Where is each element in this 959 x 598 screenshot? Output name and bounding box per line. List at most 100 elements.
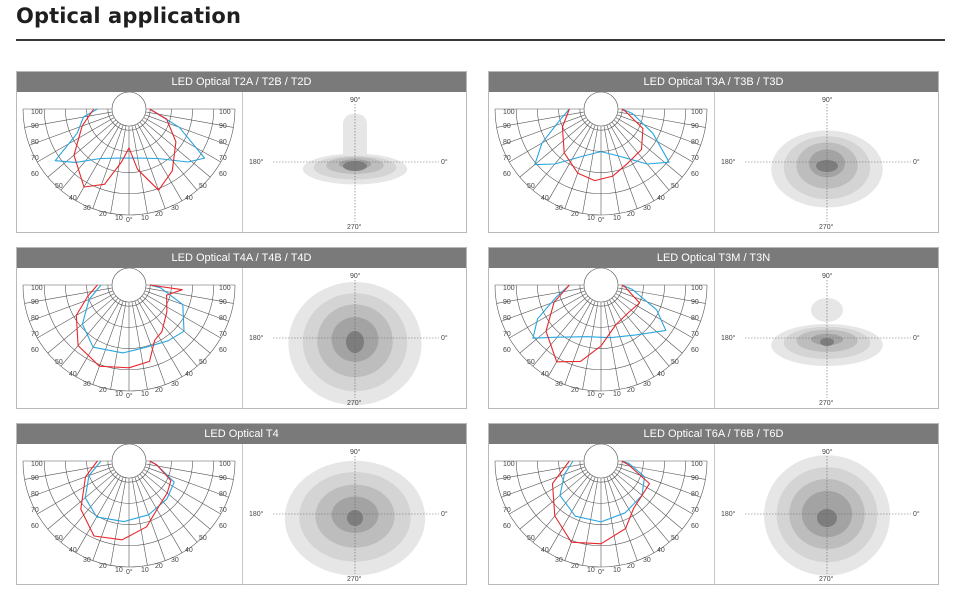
polar-tick-label-left: 100	[31, 285, 43, 292]
polar-center-circle	[583, 268, 619, 303]
polar-radial	[137, 299, 183, 377]
isolux-label-left: 180°	[249, 510, 264, 518]
polar-tick-label-right: 10	[141, 215, 149, 222]
polar-radial	[617, 111, 706, 128]
polar-tick-label-left: 70	[503, 331, 511, 338]
polar-tick-label-left: 10	[587, 567, 595, 574]
panel-title: LED Optical T3M / T3N	[489, 248, 938, 268]
polar-tick-label-right: 30	[643, 205, 651, 212]
polar-tick-label-right: 50	[199, 535, 207, 542]
polar-radial	[603, 477, 620, 566]
polar-radial	[131, 125, 148, 214]
isolux-label-top: 90°	[822, 272, 833, 280]
panel-t2: LED Optical T2A / T2B / T2D 100 100 90 90 80…	[16, 71, 467, 233]
polar-radial	[616, 114, 701, 146]
polar-tick-label-right: 20	[155, 211, 163, 218]
polar-radial	[603, 301, 620, 390]
panel-divider	[242, 444, 243, 585]
polar-radial	[134, 124, 166, 209]
candela-curve-red	[545, 284, 641, 363]
isolux-core	[343, 161, 367, 171]
polar-tick-label-right: 80	[691, 315, 699, 322]
polar-tick-label-left: 90	[503, 475, 511, 482]
polar-tick-label-right: 30	[171, 381, 179, 388]
polar-radial	[547, 299, 593, 377]
isolux-diagram: 90° 180° 0° 270°	[249, 272, 448, 407]
polar-radial	[29, 290, 114, 322]
polar-tick-label-right: 20	[155, 563, 163, 570]
isolux-label-top: 90°	[822, 96, 833, 104]
isolux-label-top: 90°	[350, 272, 361, 280]
panel-divider	[714, 268, 715, 409]
polar-tick-label-right: 60	[219, 347, 227, 354]
polar-radial	[532, 121, 591, 191]
polar-tick-label-left: 60	[31, 347, 39, 354]
polar-tick-label-left: 30	[83, 557, 91, 564]
polar-radial	[582, 477, 599, 566]
polar-tick-label-right: 70	[691, 155, 699, 162]
polar-tick-label-left: 40	[69, 371, 77, 378]
polar-tick-label-left: 50	[527, 535, 535, 542]
polar-radial	[547, 475, 593, 553]
polar-tick-label-left: 20	[571, 563, 579, 570]
panel-t3: LED Optical T3A / T3B / T3D 100 100 90 90 80…	[488, 71, 939, 233]
polar-tick-label-right: 10	[613, 215, 621, 222]
polar-radial	[501, 290, 586, 322]
polar-radial	[564, 476, 596, 561]
title-rule	[16, 39, 945, 41]
polar-radial	[141, 119, 211, 178]
polar-radial	[501, 114, 586, 146]
polar-radial	[613, 119, 683, 178]
panel-divider	[242, 268, 243, 409]
polar-tick-label-right: 80	[219, 315, 227, 322]
polar-grid	[494, 92, 708, 216]
polar-tick-label-left: 10	[115, 391, 123, 398]
polar-tick-label-right: 30	[643, 557, 651, 564]
polar-tick-label-left: 10	[587, 215, 595, 222]
polar-radial	[143, 293, 221, 339]
polar-tick-label-right: 50	[671, 183, 679, 190]
polar-radial	[144, 114, 229, 146]
polar-radial	[582, 125, 599, 214]
polar-tick-label-left: 40	[541, 547, 549, 554]
polar-tick-label-right: 100	[219, 285, 231, 292]
polar-tick-label-right: 90	[219, 475, 227, 482]
polar-radial	[616, 290, 701, 322]
isolux-core	[346, 331, 364, 353]
polar-tick-label-right: 80	[691, 491, 699, 498]
isolux-label-right: 0°	[913, 334, 920, 342]
polar-tick-label-left: 80	[31, 139, 39, 146]
polar-tick-label-right: 40	[657, 195, 665, 202]
isolux-label-right: 0°	[441, 510, 448, 518]
polar-tick-label-left: 40	[69, 547, 77, 554]
polar-radial	[606, 300, 638, 385]
panel-title: LED Optical T3A / T3B / T3D	[489, 72, 938, 92]
polar-tick-label-right: 20	[627, 387, 635, 394]
candela-curve-red	[75, 284, 183, 369]
polar-radial	[60, 121, 119, 191]
polar-radial	[37, 117, 115, 163]
polar-tick-label-right: 90	[219, 123, 227, 130]
panel-t6: LED Optical T6A / T6B / T6D 100 100 90 90 80…	[488, 423, 939, 585]
polar-radial	[615, 117, 693, 163]
polar-tick-label-left: 80	[503, 491, 511, 498]
polar-tick-label-right: 50	[671, 535, 679, 542]
candela-curve-blue	[532, 284, 667, 339]
polar-radial	[532, 297, 591, 367]
polar-radial	[613, 295, 683, 354]
polar-grid	[22, 92, 236, 216]
polar-tick-label-left: 20	[571, 211, 579, 218]
polar-tick-label-zero: 0°	[598, 568, 605, 576]
polar-radial	[145, 463, 234, 480]
polar-tick-label-right: 40	[185, 547, 193, 554]
polar-tick-label-left: 50	[55, 359, 63, 366]
polar-radial	[509, 293, 587, 339]
polar-tick-label-right: 90	[691, 475, 699, 482]
candela-curve-red	[561, 108, 644, 182]
polar-grid	[22, 268, 236, 392]
polar-tick-label-left: 60	[31, 523, 39, 530]
polar-tick-label-right: 100	[219, 461, 231, 468]
polar-tick-label-right: 70	[219, 155, 227, 162]
isolux-core	[816, 160, 838, 172]
